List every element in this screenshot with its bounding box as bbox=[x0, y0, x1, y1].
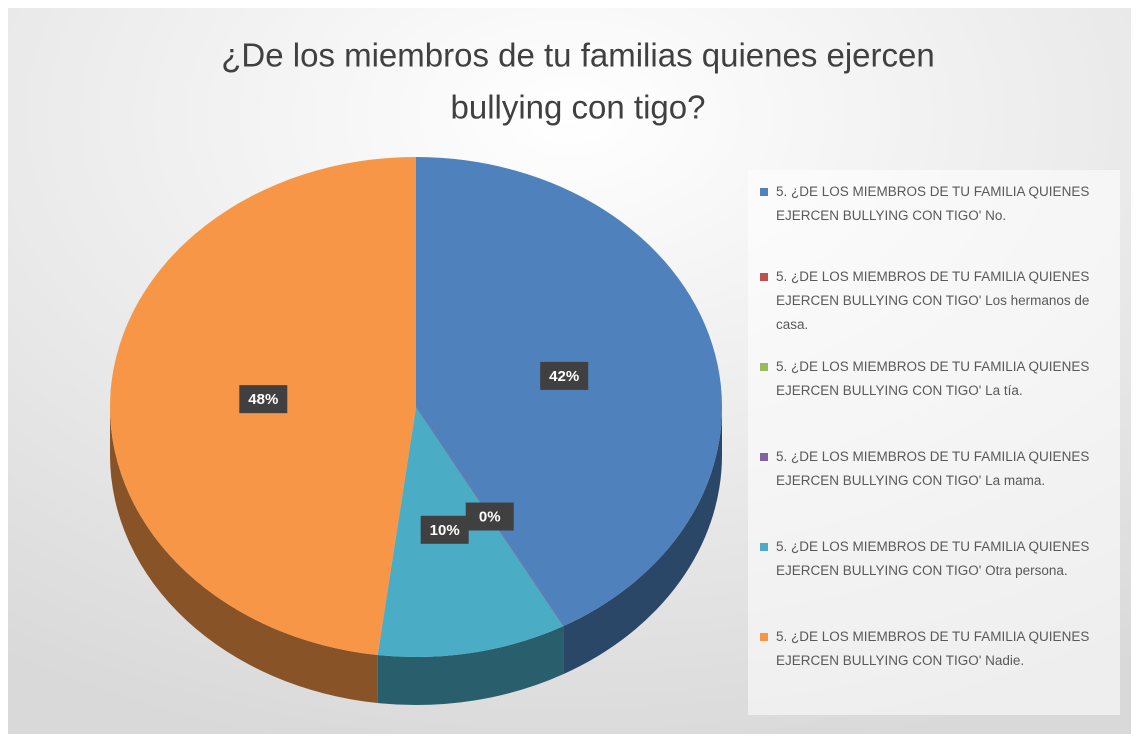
legend-entry: 5. ¿DE LOS MIEMBROS DE TU FAMILIA QUIENE… bbox=[760, 535, 1110, 583]
legend-entry: 5. ¿DE LOS MIEMBROS DE TU FAMILIA QUIENE… bbox=[760, 180, 1110, 228]
legend-swatch bbox=[760, 363, 768, 371]
data-label-box bbox=[465, 502, 514, 531]
data-label: 42% bbox=[540, 361, 589, 390]
legend: 5. ¿DE LOS MIEMBROS DE TU FAMILIA QUIENE… bbox=[748, 170, 1120, 715]
data-label: 10% bbox=[420, 515, 469, 544]
legend-label: 5. ¿DE LOS MIEMBROS DE TU FAMILIA QUIENE… bbox=[776, 269, 1090, 332]
data-label: 0% bbox=[465, 502, 514, 531]
legend-label: 5. ¿DE LOS MIEMBROS DE TU FAMILIA QUIENE… bbox=[776, 449, 1090, 488]
legend-label: 5. ¿DE LOS MIEMBROS DE TU FAMILIA QUIENE… bbox=[776, 539, 1090, 578]
data-label-text: 48% bbox=[248, 391, 278, 408]
legend-entry: 5. ¿DE LOS MIEMBROS DE TU FAMILIA QUIENE… bbox=[760, 355, 1110, 403]
legend-entry: 5. ¿DE LOS MIEMBROS DE TU FAMILIA QUIENE… bbox=[760, 445, 1110, 493]
legend-swatch bbox=[760, 273, 768, 281]
pie-tops bbox=[109, 157, 723, 657]
legend-swatch bbox=[760, 633, 768, 641]
data-label-text: 0% bbox=[479, 509, 501, 526]
pie-slice-side bbox=[110, 407, 378, 704]
data-label-box bbox=[420, 515, 469, 544]
legend-label: 5. ¿DE LOS MIEMBROS DE TU FAMILIA QUIENE… bbox=[776, 359, 1090, 398]
data-label-box bbox=[239, 385, 288, 414]
data-label-text: 42% bbox=[549, 368, 579, 385]
data-label: 48% bbox=[239, 385, 288, 414]
pie-slice-side bbox=[563, 407, 722, 675]
legend-swatch bbox=[760, 543, 768, 551]
legend-entry: 5. ¿DE LOS MIEMBROS DE TU FAMILIA QUIENE… bbox=[760, 265, 1110, 337]
chart-title: bullying con tigo? bbox=[450, 89, 705, 126]
pie-sides bbox=[110, 407, 722, 706]
data-label-text: 10% bbox=[430, 522, 460, 539]
legend-label: 5. ¿DE LOS MIEMBROS DE TU FAMILIA QUIENE… bbox=[776, 629, 1090, 668]
legend-label: 5. ¿DE LOS MIEMBROS DE TU FAMILIA QUIENE… bbox=[776, 184, 1090, 223]
legend-entry: 5. ¿DE LOS MIEMBROS DE TU FAMILIA QUIENE… bbox=[760, 625, 1110, 673]
pie-slice-side bbox=[377, 626, 564, 706]
legend-swatch bbox=[760, 453, 768, 461]
pie-slice bbox=[377, 407, 564, 657]
legend-swatch bbox=[760, 188, 768, 196]
chart-title: ¿De los miembros de tu familias quienes … bbox=[221, 37, 934, 74]
data-label-box bbox=[540, 361, 589, 390]
